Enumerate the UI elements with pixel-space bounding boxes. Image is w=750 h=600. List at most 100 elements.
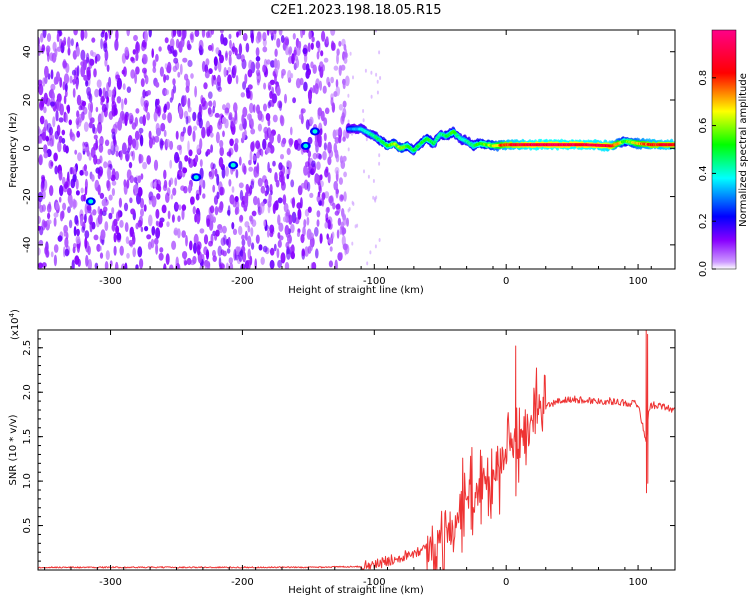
noise-speck xyxy=(282,137,287,145)
noise-speck xyxy=(306,181,311,192)
noise-speck xyxy=(327,219,331,230)
noise-speck xyxy=(311,261,317,269)
noise-speck xyxy=(162,184,168,192)
noise-speck xyxy=(142,161,148,170)
noise-speck xyxy=(138,153,142,164)
noise-speck xyxy=(272,93,278,104)
noise-speck xyxy=(316,194,321,203)
noise-speck xyxy=(379,76,382,80)
noise-speck xyxy=(309,239,314,252)
noise-speck xyxy=(139,258,144,269)
noise-speck xyxy=(244,73,248,85)
noise-speck xyxy=(113,218,118,227)
noise-speck xyxy=(74,215,79,225)
noise-speck xyxy=(205,58,210,66)
noise-speck xyxy=(241,234,245,240)
noise-speck xyxy=(228,149,232,158)
noise-speck xyxy=(232,42,235,55)
noise-speck xyxy=(64,248,70,257)
noise-speck xyxy=(129,242,134,248)
noise-speck xyxy=(95,167,101,174)
noise-speck xyxy=(62,183,68,193)
noise-speck xyxy=(288,49,292,56)
noise-speck xyxy=(108,212,113,220)
noise-speck xyxy=(73,226,77,237)
x-tick-label: 100 xyxy=(629,276,648,287)
noise-speck xyxy=(219,30,224,34)
noise-speck xyxy=(280,35,285,43)
noise-speck xyxy=(247,235,252,248)
noise-speck xyxy=(258,244,263,251)
noise-speck xyxy=(126,86,132,93)
noise-speck xyxy=(214,168,218,177)
noise-speck xyxy=(127,142,132,151)
noise-speck xyxy=(133,139,139,151)
noise-speck xyxy=(346,217,349,227)
y-tick-label: 2.5 xyxy=(22,340,33,356)
noise-speck xyxy=(301,248,305,257)
noise-speck xyxy=(184,155,189,162)
noise-speck xyxy=(213,195,219,205)
noise-speck xyxy=(84,141,89,148)
noise-speck xyxy=(93,134,98,140)
noise-speck xyxy=(263,82,267,90)
noise-speck xyxy=(63,224,68,234)
y-tick-label: 40 xyxy=(22,45,33,58)
noise-speck xyxy=(300,182,306,189)
noise-speck xyxy=(286,173,290,180)
noise-speck xyxy=(266,198,272,204)
noise-speck xyxy=(290,244,295,255)
x-tick-label: -300 xyxy=(99,276,122,287)
noise-speck xyxy=(334,137,340,144)
noise-speck xyxy=(63,73,70,85)
noise-speck xyxy=(175,203,180,209)
noise-speck xyxy=(287,69,292,81)
noise-speck xyxy=(296,45,301,57)
noise-speck xyxy=(214,233,218,241)
noise-speck xyxy=(242,33,248,42)
noise-speck xyxy=(146,234,152,240)
noise-speck xyxy=(143,54,148,65)
noise-speck xyxy=(84,213,87,224)
noise-speck xyxy=(52,92,55,100)
noise-speck xyxy=(235,74,239,85)
noise-speck xyxy=(45,97,51,107)
noise-speck xyxy=(41,176,45,183)
noise-speck xyxy=(130,208,136,215)
noise-speck xyxy=(240,263,246,269)
noise-speck xyxy=(316,51,320,60)
noise-speck xyxy=(143,204,147,212)
noise-speck xyxy=(344,75,350,87)
noise-speck xyxy=(296,231,301,237)
noise-speck xyxy=(260,149,264,157)
noise-speck xyxy=(155,53,159,62)
noise-speck xyxy=(193,125,198,131)
noise-speck xyxy=(151,48,154,59)
noise-speck xyxy=(119,219,124,228)
noise-speck xyxy=(275,179,280,188)
noise-speck xyxy=(40,96,45,108)
noise-speck xyxy=(83,164,87,172)
noise-speck xyxy=(255,69,261,77)
noise-speck xyxy=(328,195,334,204)
noise-speck xyxy=(192,130,196,142)
noise-speck xyxy=(156,104,162,117)
noise-speck xyxy=(161,204,167,214)
x-tick-label: -300 xyxy=(99,577,122,588)
noise-speck xyxy=(82,145,86,152)
spectrogram-y-axis-label: Frequency (Hz) xyxy=(8,112,19,188)
noise-speck xyxy=(87,259,92,269)
noise-speck xyxy=(336,48,340,56)
noise-speck xyxy=(56,32,60,43)
noise-speck xyxy=(266,59,271,65)
noise-speck xyxy=(362,109,365,113)
noise-speck xyxy=(284,36,290,46)
noise-speck xyxy=(148,137,153,149)
noise-speck xyxy=(343,57,348,64)
noise-speck xyxy=(277,197,283,204)
noise-speck xyxy=(72,79,76,86)
noise-speck xyxy=(300,30,304,39)
noise-speck xyxy=(126,30,130,37)
noise-speck xyxy=(98,137,104,146)
x-tick-label: 0 xyxy=(503,276,509,287)
